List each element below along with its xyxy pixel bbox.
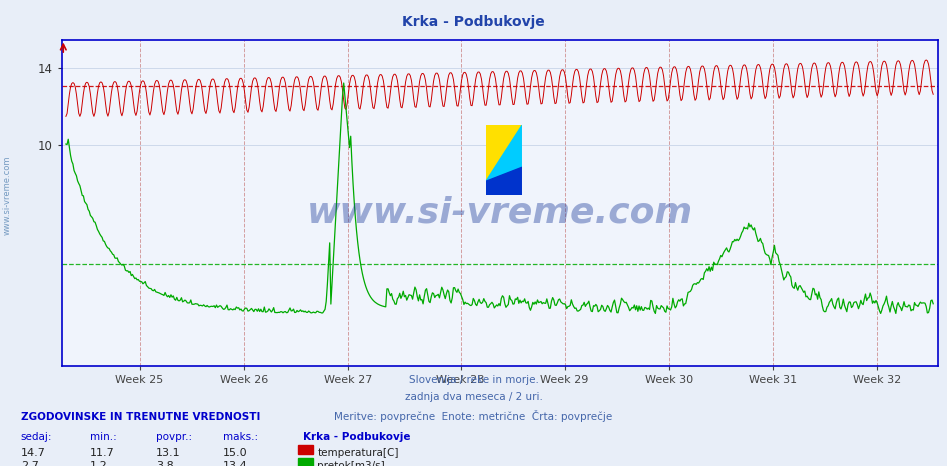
Text: min.:: min.: [90,432,116,442]
Text: sedaj:: sedaj: [21,432,52,442]
Polygon shape [486,125,522,181]
Text: pretok[m3/s]: pretok[m3/s] [317,461,385,466]
Text: zadnja dva meseca / 2 uri.: zadnja dva meseca / 2 uri. [404,392,543,402]
Text: temperatura[C]: temperatura[C] [317,448,399,458]
Text: 11.7: 11.7 [90,448,115,458]
Text: 1.2: 1.2 [90,461,108,466]
Text: povpr.:: povpr.: [156,432,192,442]
Text: Krka - Podbukovje: Krka - Podbukovje [303,432,411,442]
Text: 3.8: 3.8 [156,461,174,466]
Text: 13.1: 13.1 [156,448,181,458]
Polygon shape [486,125,522,181]
Polygon shape [486,167,522,195]
Text: 13.4: 13.4 [223,461,247,466]
Text: www.si-vreme.com: www.si-vreme.com [307,196,692,229]
Text: Krka - Podbukovje: Krka - Podbukovje [402,15,545,29]
Text: 2.7: 2.7 [21,461,39,466]
Text: ZGODOVINSKE IN TRENUTNE VREDNOSTI: ZGODOVINSKE IN TRENUTNE VREDNOSTI [21,412,260,422]
Text: maks.:: maks.: [223,432,258,442]
Text: Meritve: povprečne  Enote: metrične  Črta: povprečje: Meritve: povprečne Enote: metrične Črta:… [334,410,613,422]
Text: 15.0: 15.0 [223,448,247,458]
Text: www.si-vreme.com: www.si-vreme.com [3,156,12,235]
Text: Slovenija / reke in morje.: Slovenija / reke in morje. [408,375,539,385]
Text: 14.7: 14.7 [21,448,45,458]
